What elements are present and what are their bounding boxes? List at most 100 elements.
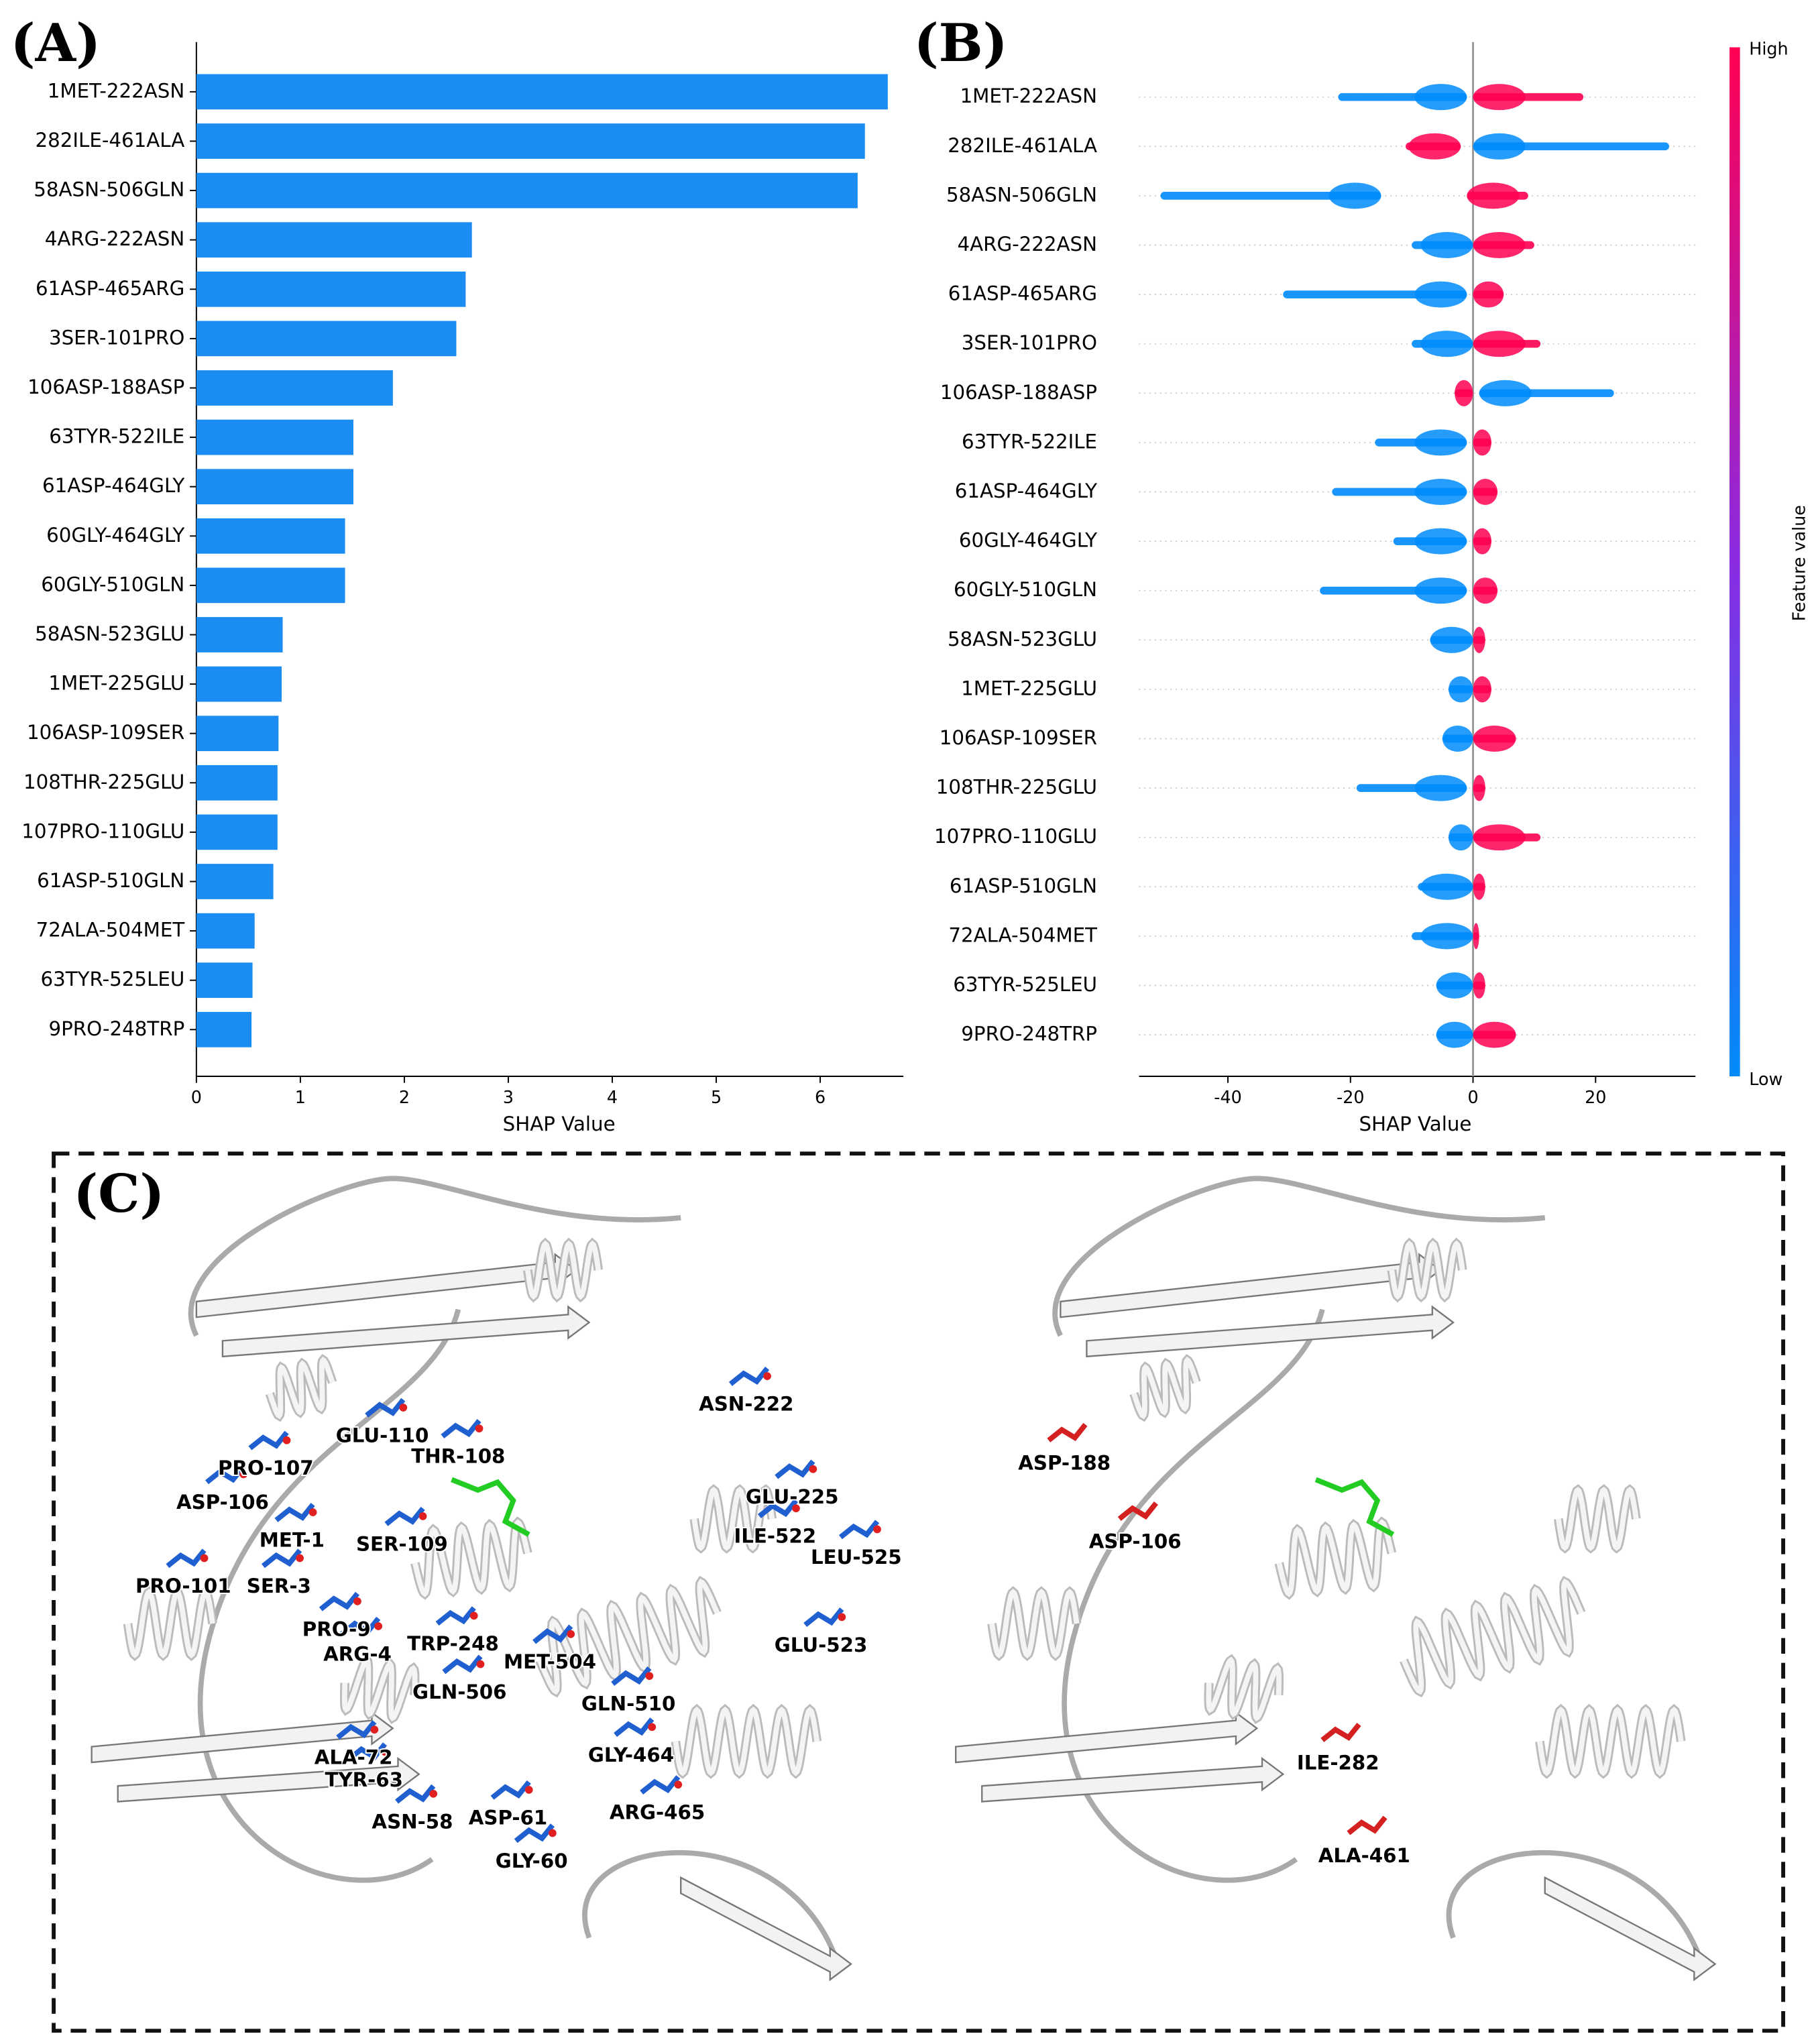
y-tick-label: 58ASN-523GLU [948,628,1097,650]
panel-label: (B) [914,13,1008,74]
swarm-core [1414,478,1467,506]
atom [645,1672,654,1681]
swarm-core [1473,281,1504,308]
y-tick-label: 58ASN-506GLN [946,183,1097,206]
residue-label: GLU-523 [775,1634,868,1656]
atom [239,1470,247,1479]
atom [873,1525,881,1534]
swarm-core [1455,380,1473,406]
x-tick-label: 2 [399,1087,410,1107]
residue-label: GLN-510 [581,1693,675,1715]
swarm-core [1473,626,1485,653]
atom [381,1748,389,1756]
x-tick-label: 3 [503,1087,514,1107]
bar [196,518,345,554]
swarm-core [1473,429,1491,456]
residue-label: ASN-222 [699,1393,793,1416]
bar [196,962,253,999]
residue-stick [1320,1722,1361,1742]
residue-label: SER-109 [356,1532,448,1555]
swarm-core [1473,873,1485,900]
residue-stick [757,1499,799,1519]
swarm-core [1473,824,1526,851]
residue-stick [346,1742,388,1762]
helix [524,1240,602,1300]
swarm-core [1473,1021,1516,1048]
y-tick-label: 61ASP-465ARG [36,277,184,300]
x-tick-label: 5 [711,1087,722,1107]
y-tick-label: 1MET-225GLU [961,677,1097,699]
y-tick-label: 106ASP-188ASP [27,376,184,398]
atom [792,1504,800,1513]
residue-stick [336,1720,377,1740]
residue-label: ALA-461 [1318,1844,1410,1867]
y-tick-label: 60GLY-510GLN [41,573,184,595]
swarm-core [1408,133,1461,160]
residue-label: ARG-4 [323,1642,392,1665]
y-tick-label: 9PRO-248TRP [49,1017,185,1040]
y-tick-label: 106ASP-109SER [940,726,1097,749]
residue-stick [803,1607,844,1628]
swarm-core [1473,775,1485,801]
atom [524,1786,533,1794]
residue-stick [611,1666,652,1686]
panel-label: (C) [73,1163,164,1225]
residue-label: ASP-61 [469,1806,548,1829]
swarm-core [1473,528,1491,555]
residue-stick [775,1459,815,1479]
strand [1060,1253,1442,1318]
residue-label: GLY-464 [588,1744,674,1766]
atom [674,1780,683,1789]
swarm-core [1420,923,1473,950]
residue-label: THR-108 [411,1445,505,1468]
y-tick-label: 60GLY-510GLN [954,578,1097,601]
residue-label: MET-504 [504,1650,596,1673]
y-tick-label: 108THR-225GLU [936,776,1097,799]
strand [221,1305,591,1358]
atom [200,1554,209,1563]
y-tick-label: 61ASP-510GLN [37,869,184,892]
atom [476,1660,485,1668]
helix [412,1519,530,1597]
helix [341,1656,418,1721]
bar [196,321,457,357]
residue-label: ILE-522 [734,1525,816,1548]
y-tick-label: 61ASP-464GLY [955,479,1097,502]
residue-label: ASP-188 [1018,1451,1111,1474]
bar [196,764,278,801]
residue-stick [1347,1815,1388,1835]
strand [91,1711,394,1764]
y-tick-label: 61ASP-465ARG [948,282,1097,305]
atom [838,1613,846,1622]
swarm-core [1473,676,1491,703]
residue-stick [340,1616,381,1636]
residue-label: SER-3 [247,1575,311,1597]
residue-stick [838,1520,880,1540]
ligand [451,1477,530,1537]
y-tick-label: 106ASP-188ASP [940,381,1097,404]
y-tick-label: 63TYR-525LEU [40,968,184,990]
residue-stick [442,1654,483,1674]
bar [196,271,466,307]
residue-label: MET-1 [260,1529,325,1552]
atom [370,1725,379,1734]
y-tick-label: 107PRO-110GLU [21,819,184,842]
y-tick-label: 282ILE-461ALA [948,134,1097,157]
residue-stick [365,1398,406,1418]
bar [196,913,255,949]
y-tick-label: 72ALA-504MET [36,919,185,942]
swarm-core [1414,775,1467,801]
bar [196,123,865,159]
helix [267,1356,335,1420]
swarm-core [1420,873,1473,900]
x-tick-label: 0 [191,1087,202,1107]
x-tick-label: -20 [1337,1087,1364,1107]
y-tick-label: 1MET-222ASN [960,84,1097,107]
colorbar-high: High [1749,38,1788,58]
swarm-core [1414,281,1467,308]
residue-label: TRP-248 [407,1632,499,1655]
strand [195,1253,577,1318]
helix [1276,1519,1395,1597]
residue-label: ALA-72 [315,1746,393,1769]
residue-stick [274,1502,315,1522]
